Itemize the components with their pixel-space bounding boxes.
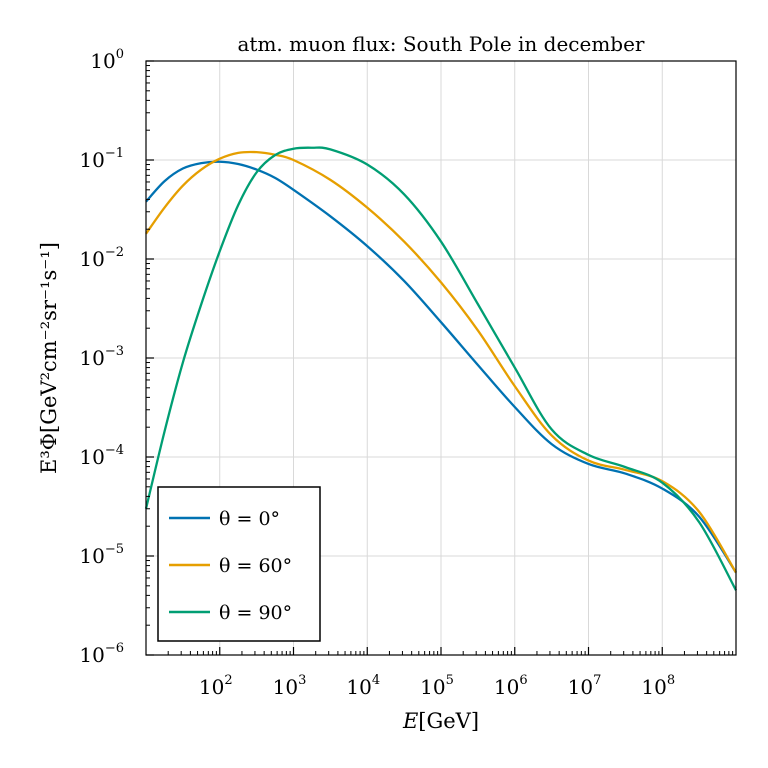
series-line-2 [145,150,737,574]
y-tick-label: 10−1 [79,146,124,172]
x-axis-label: E[GeV] [402,709,479,733]
y-tick-labels: 100 10−1 10−2 10−3 10−4 10−5 10−6 [79,47,124,667]
y-axis-label: E³Φ[GeV²cm⁻²sr⁻¹s⁻¹] [37,242,61,474]
series-layer [144,146,738,591]
x-tick-label: 105 [420,673,454,699]
x-tick-label: 107 [568,673,602,699]
legend: θ = 0° θ = 60° θ = 90° [157,486,321,642]
y-tick-label: 10−5 [79,542,124,568]
x-tick-label: 103 [273,673,307,699]
y-tick-label: 10−6 [79,641,124,667]
x-tick-label: 108 [641,673,675,699]
x-tick-label: 102 [199,673,233,699]
series-line-3 [144,146,738,591]
x-axis-label-var: E [402,709,418,733]
x-tick-label: 106 [494,673,528,699]
y-tick-label: 10−2 [79,245,124,271]
y-tick-label: 10−3 [79,344,124,370]
x-axis-label-unit: [GeV] [418,709,479,733]
y-tick-label: 10−4 [79,443,124,469]
chart-title: atm. muon flux: South Pole in december [237,32,644,56]
legend-label-1: θ = 0° [219,508,280,530]
x-tick-label: 104 [346,673,380,699]
legend-label-3: θ = 90° [219,602,292,624]
y-tick-label: 100 [90,47,124,73]
legend-label-2: θ = 60° [219,555,292,577]
x-tick-labels: 102 103 104 105 106 107 108 [199,673,675,699]
series-line-1 [145,160,737,574]
axis-ticks [146,60,734,656]
